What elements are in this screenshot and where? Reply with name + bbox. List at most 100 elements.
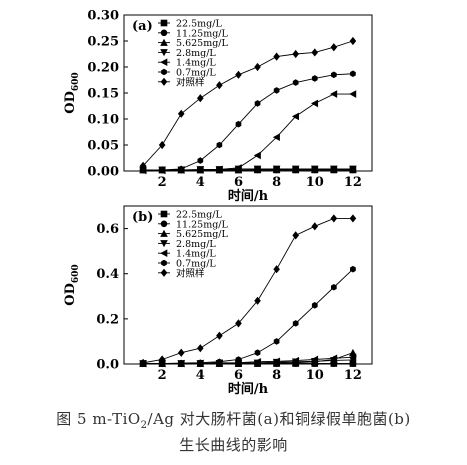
data-point	[310, 99, 319, 108]
data-point	[158, 355, 166, 364]
x-tick-label: 10	[306, 175, 324, 190]
data-point	[197, 344, 204, 353]
data-point	[273, 265, 280, 274]
x-tick-label: 8	[272, 368, 281, 383]
data-point	[253, 151, 261, 160]
series-6	[139, 36, 357, 170]
data-point	[350, 70, 356, 78]
data-point	[310, 165, 319, 173]
y-tick-label: 0.15	[87, 87, 119, 102]
data-point	[253, 165, 262, 173]
y-tick-label: 0.05	[87, 139, 119, 154]
legend-marker	[160, 268, 168, 277]
data-point	[272, 165, 281, 173]
x-tick-label: 12	[344, 175, 362, 190]
legend-label: 5.625mg/L	[176, 229, 228, 240]
series-line	[143, 268, 354, 364]
legend-label: 1.4mg/L	[176, 58, 216, 69]
series-5	[140, 70, 356, 174]
x-tick-label: 2	[158, 175, 167, 190]
legend-marker	[160, 210, 168, 218]
y-axis-title: OD600	[63, 264, 81, 305]
data-point	[311, 48, 319, 57]
y-tick-label: 0.2	[96, 312, 119, 327]
data-point	[158, 140, 166, 150]
data-point	[253, 357, 261, 366]
data-point	[291, 165, 300, 173]
y-tick-label: 0.25	[87, 35, 119, 50]
x-tick-label: 6	[234, 175, 243, 190]
legend-marker	[160, 77, 168, 86]
data-point	[178, 359, 185, 367]
data-point	[178, 165, 185, 173]
series-line	[142, 40, 354, 167]
data-point	[177, 109, 185, 118]
legend-label: 对照样	[176, 267, 205, 279]
data-point	[292, 49, 299, 59]
data-point	[197, 94, 204, 103]
data-point	[216, 331, 223, 340]
data-point	[330, 90, 338, 98]
data-point	[349, 214, 357, 223]
y-axis-title: OD600	[63, 72, 81, 113]
x-tick-label: 10	[306, 368, 324, 383]
x-tick-label: 4	[196, 175, 205, 190]
data-point	[273, 338, 280, 345]
legend-marker	[160, 229, 168, 237]
y-tick-label: 0.6	[96, 222, 119, 237]
data-point	[159, 166, 166, 174]
data-point	[216, 358, 223, 366]
legend-label: 1.4mg/L	[176, 249, 216, 260]
data-point	[330, 214, 338, 223]
y-tick-label: 0.00	[87, 165, 119, 180]
chart-panel-a: 0.00 0.05 0.10 0.15 0.20 0.25 0.30 2 4 6 8 10 12 时间/h…	[63, 9, 373, 204]
legend-label: 5.625mg/L	[176, 38, 228, 49]
x-axis-title: 时间/h	[228, 381, 269, 397]
data-point	[235, 356, 242, 363]
data-point	[254, 349, 261, 357]
series-5	[140, 265, 356, 367]
data-point	[349, 165, 357, 173]
data-point	[330, 283, 337, 291]
legend: 22.5mg/L11.25mg/L5.625mg/L2.8mg/L1.4mg/L…	[158, 19, 228, 88]
data-point	[197, 359, 204, 366]
legend-marker	[161, 68, 167, 76]
data-point	[273, 87, 280, 94]
data-point	[330, 165, 338, 173]
data-point	[216, 81, 223, 90]
data-point	[292, 79, 299, 86]
legend-label: 对照样	[176, 76, 205, 88]
series-line	[143, 356, 353, 364]
data-point	[310, 355, 319, 364]
data-point	[350, 265, 356, 273]
legend-marker	[160, 249, 168, 257]
data-point	[349, 353, 357, 362]
series-6	[139, 214, 357, 367]
data-point	[140, 166, 146, 174]
data-point	[235, 120, 242, 128]
legend-marker	[160, 49, 168, 57]
series-line	[143, 217, 353, 364]
data-point	[216, 141, 223, 149]
legend-marker	[160, 58, 168, 66]
legend-label: 22.5mg/L	[176, 210, 222, 221]
data-point	[292, 231, 299, 240]
chart-panel-b: 0.0 0.2 0.4 0.6 2 4 6 8 10 12 时间/h OD600 (b) 22.5mg/L…	[63, 205, 373, 397]
data-point	[292, 320, 299, 327]
data-point	[291, 356, 299, 365]
data-point	[349, 90, 357, 98]
figure-caption-line2: 生长曲线的影响	[179, 436, 288, 454]
x-axis-title: 时间/h	[228, 188, 269, 204]
legend-label: 11.25mg/L	[176, 28, 228, 39]
data-point	[291, 112, 299, 121]
data-point	[254, 62, 261, 72]
legend-label: 22.5mg/L	[176, 19, 222, 30]
legend-marker	[160, 38, 168, 46]
data-point	[254, 100, 261, 107]
legend-label: 11.25mg/L	[176, 219, 228, 230]
data-point	[177, 348, 185, 357]
series-line	[143, 73, 353, 171]
data-point	[311, 75, 318, 82]
x-tick-label: 2	[158, 368, 167, 383]
